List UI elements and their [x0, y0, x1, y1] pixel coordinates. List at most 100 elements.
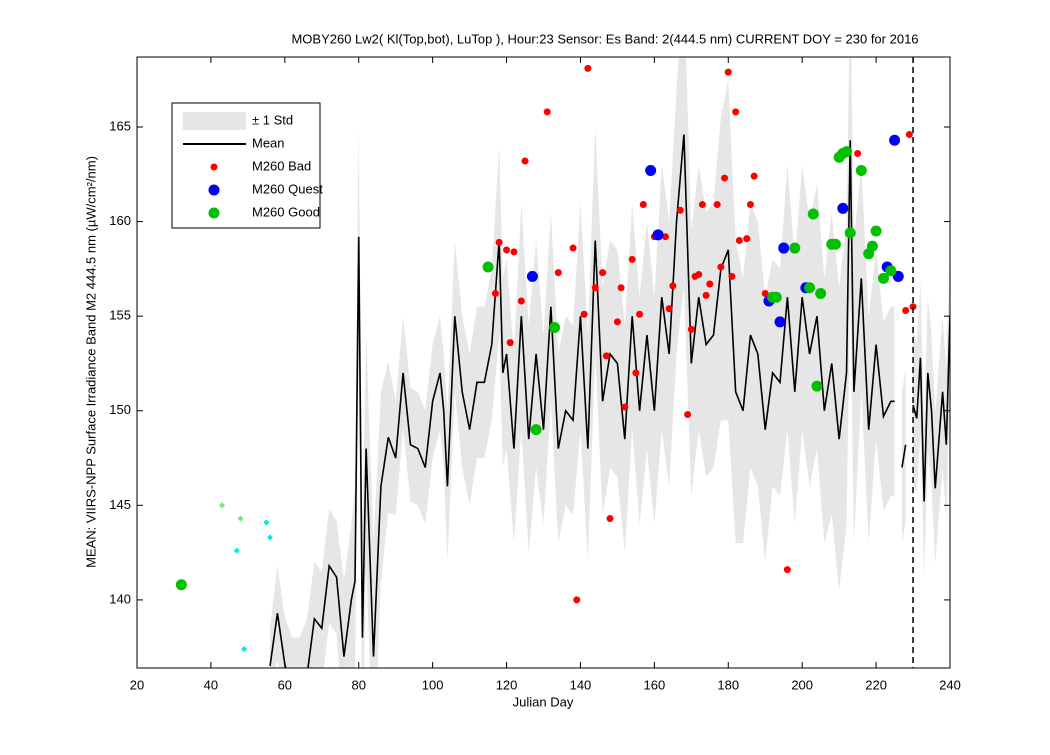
bad-point	[521, 157, 529, 165]
mean-line	[269, 134, 950, 668]
bad-point	[706, 280, 714, 288]
bad-point	[783, 566, 791, 574]
bad-point	[584, 64, 592, 72]
legend-label: ± 1 Std	[252, 112, 293, 127]
bad-point	[613, 318, 621, 326]
bad-point	[702, 291, 710, 299]
diamond-point	[267, 534, 274, 541]
x-tick-label: 220	[865, 677, 887, 692]
x-tick-label: 180	[717, 677, 739, 692]
x-tick-label: 100	[422, 677, 444, 692]
x-axis-label: Julian Day	[513, 694, 574, 709]
x-tick-label: 240	[939, 677, 961, 692]
x-tick-label: 80	[351, 677, 365, 692]
bad-point	[854, 149, 862, 157]
point	[175, 579, 187, 591]
point	[811, 380, 823, 392]
bad-point	[573, 596, 581, 604]
bad-point	[717, 263, 725, 271]
bad-point	[721, 174, 729, 182]
point	[844, 227, 856, 239]
y-axis-label: MEAN: VIIRS-NPP Surface Irradiance Band …	[83, 156, 98, 568]
point	[829, 238, 841, 250]
bad-point	[902, 306, 910, 314]
bad-point	[676, 206, 684, 214]
bad-point	[599, 269, 607, 277]
bad-point	[602, 352, 610, 360]
x-tick-label: 120	[496, 677, 518, 692]
plot-area	[175, 57, 950, 668]
bad-point	[543, 108, 551, 116]
bad-point	[495, 238, 503, 246]
point	[530, 424, 542, 436]
y-tick-label: 160	[109, 213, 131, 228]
bad-point	[517, 297, 525, 305]
chart-title: MOBY260 Lw2( Kl(Top,bot), LuTop ), Hour:…	[291, 31, 918, 46]
bad-point	[665, 305, 673, 313]
bad-point	[506, 339, 514, 347]
bad-point	[732, 108, 740, 116]
point	[866, 240, 878, 252]
legend: ± 1 Std Mean M260 Bad M260 Quest M260 Good	[171, 102, 323, 229]
bad-point	[510, 248, 518, 256]
bad-point	[761, 289, 769, 297]
point	[482, 261, 494, 273]
legend-swatch	[183, 112, 246, 130]
diamond-point	[237, 515, 244, 522]
point	[841, 146, 853, 158]
y-tick-label: 145	[109, 497, 131, 512]
bad-point	[639, 201, 647, 209]
bad-point	[746, 201, 754, 209]
point	[774, 316, 786, 328]
legend-swatch	[208, 207, 220, 219]
diamond-point	[218, 502, 225, 509]
bad-point	[905, 131, 913, 139]
point	[804, 282, 816, 294]
legend-swatch	[208, 184, 220, 196]
legend-label: M260 Bad	[252, 158, 311, 173]
bad-point	[617, 284, 625, 292]
bad-point	[554, 269, 562, 277]
point	[789, 242, 801, 254]
bad-point	[750, 172, 758, 180]
bad-point	[687, 325, 695, 333]
x-tick-label: 60	[278, 677, 292, 692]
bad-point	[713, 201, 721, 209]
x-tick-label: 200	[791, 677, 813, 692]
legend-label: M260 Good	[252, 204, 320, 219]
point	[889, 134, 901, 146]
x-tick-label: 160	[644, 677, 666, 692]
point	[770, 291, 782, 303]
bad-point	[636, 310, 644, 318]
point	[877, 272, 889, 284]
bad-point	[743, 235, 751, 243]
bad-point	[728, 272, 736, 280]
point	[885, 265, 897, 277]
bad-point	[909, 303, 917, 311]
bad-point	[580, 310, 588, 318]
y-tick-label: 165	[109, 118, 131, 133]
bad-point	[632, 369, 640, 377]
bad-point	[628, 255, 636, 263]
bad-point	[491, 289, 499, 297]
legend-label: Mean	[252, 135, 285, 150]
bad-point	[591, 284, 599, 292]
bad-point	[698, 201, 706, 209]
bad-point	[695, 271, 703, 279]
x-tick-label: 20	[130, 677, 144, 692]
point	[645, 164, 657, 176]
bad-point	[621, 403, 629, 411]
x-tick-label: 40	[204, 677, 218, 692]
y-tick-label: 150	[109, 402, 131, 417]
legend-swatch	[210, 163, 218, 171]
point	[815, 287, 827, 299]
point	[549, 322, 561, 334]
point	[870, 225, 882, 237]
diamond-point	[263, 519, 270, 526]
point	[526, 270, 538, 282]
point	[652, 229, 664, 241]
bad-point	[569, 244, 577, 252]
axes-box	[136, 56, 951, 669]
bad-point	[606, 515, 614, 523]
